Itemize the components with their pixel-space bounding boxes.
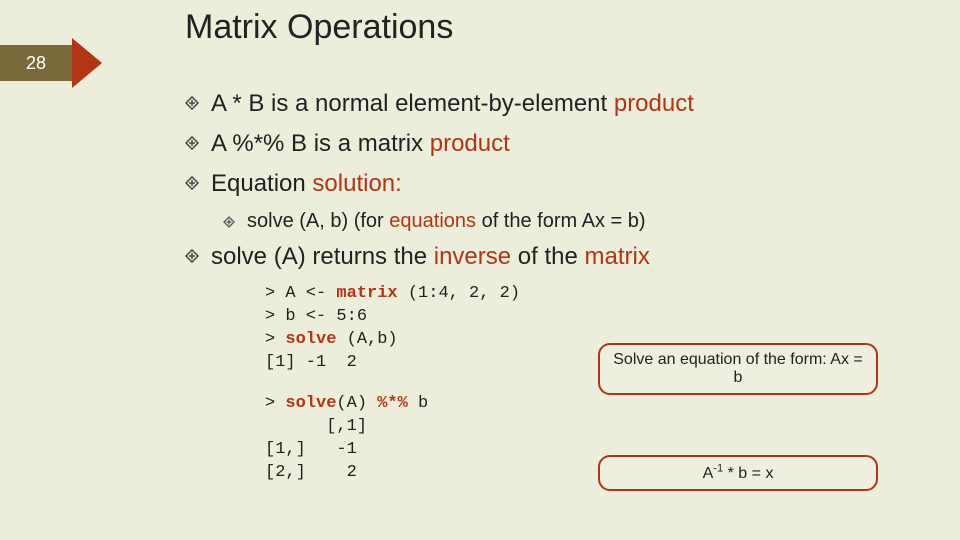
diamond-bullet-icon [185, 136, 199, 150]
code1-l1c: (1:4, 2, 2) [398, 284, 520, 303]
bullet-3a: solve (A, b) (for equations of the form … [223, 210, 925, 233]
bullet-1: A * B is a normal element-by-element pro… [185, 90, 925, 118]
callout-2-post: * b = x [723, 465, 773, 482]
code2-l3: [1,] -1 [265, 440, 357, 459]
bullet-4-red1: inverse [434, 243, 511, 270]
bullet-1-pre: A * B is a normal element-by-element [211, 90, 614, 117]
code1-l1b: matrix [336, 284, 397, 303]
bullet-3-pre: Equation [211, 170, 312, 197]
bullet-4: solve (A) returns the inverse of the mat… [185, 243, 925, 271]
code2-l1e: b [408, 394, 428, 413]
bullet-3a-pre: solve (A, b) (for [247, 210, 389, 232]
bullet-2-text: A %*% B is a matrix product [211, 130, 925, 158]
callout-1: Solve an equation of the form: Ax = b [598, 343, 878, 395]
bullet-3-red: solution: [312, 170, 401, 197]
bullet-2-red: product [430, 130, 510, 157]
diamond-bullet-icon [223, 216, 235, 228]
page-number-box: 28 [0, 45, 72, 81]
code2-l1d: %*% [377, 394, 408, 413]
bullet-1-red: product [614, 90, 694, 117]
code2-l2: [,1] [265, 417, 367, 436]
bullet-4-mid: of the [511, 243, 584, 270]
page-number: 28 [26, 53, 46, 74]
callout-2-text: A-1 * b = x [703, 465, 774, 482]
slide-title: Matrix Operations [185, 8, 453, 47]
diamond-bullet-icon [185, 249, 199, 263]
code2-l1a: > [265, 394, 285, 413]
diamond-bullet-icon [185, 176, 199, 190]
bullet-3a-text: solve (A, b) (for equations of the form … [247, 210, 925, 233]
diamond-bullet-icon [185, 96, 199, 110]
code1-l1a: > A <- [265, 284, 336, 303]
bullet-2: A %*% B is a matrix product [185, 130, 925, 158]
bullet-3-text: Equation solution: [211, 170, 925, 198]
bullet-1-text: A * B is a normal element-by-element pro… [211, 90, 925, 118]
code1-l3a: > [265, 330, 285, 349]
callout-2: A-1 * b = x [598, 455, 878, 491]
page-number-arrow [72, 38, 102, 88]
code2-l1b: solve [285, 394, 336, 413]
code1-l3b: solve [285, 330, 336, 349]
code2-l1c: (A) [336, 394, 377, 413]
callout-2-sup: -1 [713, 463, 723, 475]
code1-l2: > b <- 5:6 [265, 307, 367, 326]
bullet-4-pre: solve (A) returns the [211, 243, 434, 270]
content-area: A * B is a normal element-by-element pro… [185, 90, 925, 503]
code2-l4: [2,] 2 [265, 463, 357, 482]
bullet-4-text: solve (A) returns the inverse of the mat… [211, 243, 925, 271]
bullet-3: Equation solution: [185, 170, 925, 198]
bullet-3a-post: of the form Ax = b) [476, 210, 646, 232]
bullet-2-pre: A %*% B is a matrix [211, 130, 430, 157]
code1-l3c: (A,b) [336, 330, 397, 349]
bullet-3a-red: equations [389, 210, 476, 232]
callout-2-pre: A [703, 465, 714, 482]
bullet-4-red2: matrix [585, 243, 650, 270]
callout-1-text: Solve an equation of the form: Ax = b [613, 351, 863, 386]
code1-l4: [1] -1 2 [265, 353, 357, 372]
